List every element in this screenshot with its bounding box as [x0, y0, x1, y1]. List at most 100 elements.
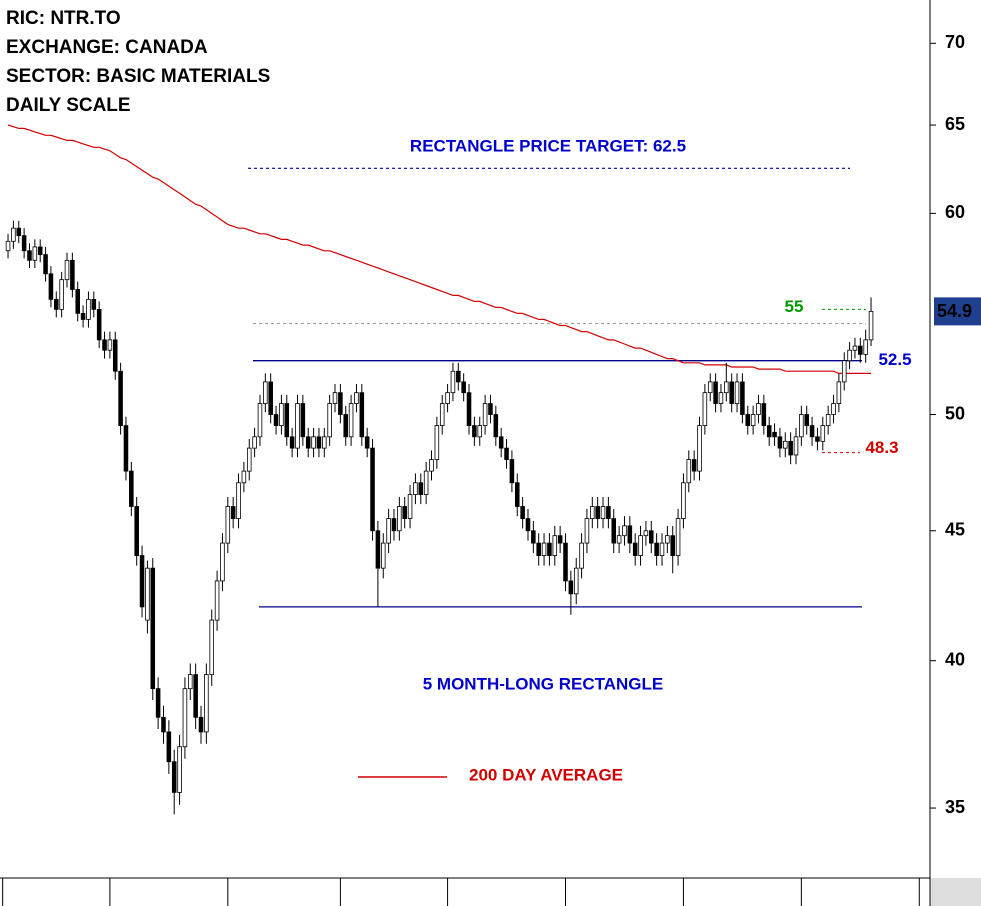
candle-body	[332, 392, 338, 404]
header-line: SECTOR: BASIC MATERIALS	[6, 66, 270, 87]
candle-body	[627, 525, 633, 544]
candle-body	[868, 310, 874, 341]
candle-body	[825, 414, 831, 427]
candle-body	[193, 674, 198, 718]
candle-body	[11, 227, 16, 242]
corner-box	[930, 878, 981, 906]
candle-body	[766, 425, 772, 438]
candle-body	[616, 535, 622, 544]
candle-body	[472, 425, 477, 438]
candle-body	[498, 436, 504, 449]
candle-body	[482, 403, 488, 427]
y-tick-label: 65	[945, 114, 965, 134]
candle-body	[782, 440, 788, 449]
candle-body	[37, 246, 43, 255]
candle-body	[429, 459, 434, 472]
candle-body	[547, 542, 552, 556]
candle-body	[600, 506, 606, 519]
candle-body	[686, 459, 692, 484]
candle-body	[595, 506, 600, 519]
candle-body	[5, 240, 11, 252]
candle-body	[300, 403, 306, 438]
candle-body	[289, 436, 295, 449]
candle-body	[445, 392, 450, 404]
candle-body	[820, 425, 826, 442]
header-line: EXCHANGE: CANADA	[6, 37, 208, 58]
candle-body	[220, 542, 225, 582]
candle-body	[375, 530, 381, 569]
candle-body	[129, 470, 134, 507]
candle-body	[477, 425, 483, 438]
candle-body	[311, 436, 316, 449]
candle-body	[423, 470, 429, 495]
candle-body	[563, 542, 568, 582]
candle-body	[177, 746, 182, 793]
candle-body	[858, 345, 863, 355]
axes: 35404550606570FebruaryMarchAprilMayJuneJ…	[2, 32, 965, 906]
y-tick-label: 45	[945, 520, 965, 540]
candle-body	[750, 414, 756, 427]
candle-body	[847, 349, 852, 362]
candle-body	[107, 339, 113, 351]
candle-body	[118, 370, 123, 427]
candle-body	[284, 403, 290, 438]
level-label: 52.5	[878, 350, 911, 369]
candle-body	[96, 308, 102, 341]
candle-body	[713, 381, 718, 404]
candle-body	[573, 567, 579, 595]
header-line: RIC: NTR.TO	[6, 8, 121, 29]
candle-body	[54, 298, 59, 310]
candle-body	[402, 506, 407, 519]
candle-body	[236, 482, 241, 519]
candle-body	[16, 227, 22, 237]
candle-body	[161, 716, 166, 733]
legend-label: 200 DAY AVERAGE	[469, 765, 623, 784]
last-price-box	[934, 297, 981, 326]
candle-body	[91, 298, 97, 310]
candle-body	[761, 403, 767, 427]
candle-body	[209, 619, 215, 676]
candle-body	[166, 731, 172, 763]
candle-body	[241, 470, 247, 484]
y-tick-label: 70	[945, 32, 965, 52]
candle-body	[643, 530, 649, 537]
candle-body	[831, 403, 836, 415]
candle-body	[391, 518, 397, 532]
annotation: 5 MONTH-LONG RECTANGLE	[423, 674, 664, 693]
candle-body	[584, 518, 590, 544]
candle-body	[75, 289, 80, 314]
candle-body	[182, 688, 188, 748]
candle-body	[777, 436, 783, 449]
candle-body	[456, 370, 461, 383]
candle-body	[504, 447, 509, 460]
candle-body	[343, 414, 349, 438]
candle-body	[697, 425, 702, 472]
candle-body	[43, 254, 48, 275]
candle-body	[804, 414, 809, 427]
moving-average	[7, 124, 871, 374]
last-price-label: 54.9	[937, 301, 972, 321]
candle-body	[407, 494, 413, 519]
candle-body	[841, 360, 847, 383]
candle-body	[531, 530, 536, 544]
candle-body	[638, 535, 643, 556]
candle-body	[729, 381, 734, 404]
y-tick-label: 60	[945, 202, 965, 222]
candle-body	[359, 392, 365, 438]
candle-body	[171, 761, 177, 793]
candle-body	[579, 542, 584, 569]
candle-body	[675, 518, 681, 556]
candle-body	[316, 436, 322, 449]
candle-body	[461, 381, 466, 394]
candle-body	[246, 447, 252, 472]
candle-body	[21, 235, 27, 252]
candle-body	[198, 716, 204, 733]
candle-body	[541, 542, 547, 556]
candle-body	[354, 392, 359, 404]
candle-body	[64, 259, 70, 281]
y-tick-label: 50	[945, 403, 965, 423]
plot-area	[5, 124, 874, 815]
candle-body	[48, 273, 54, 300]
candle-body	[815, 436, 820, 442]
candle-body	[386, 518, 391, 544]
